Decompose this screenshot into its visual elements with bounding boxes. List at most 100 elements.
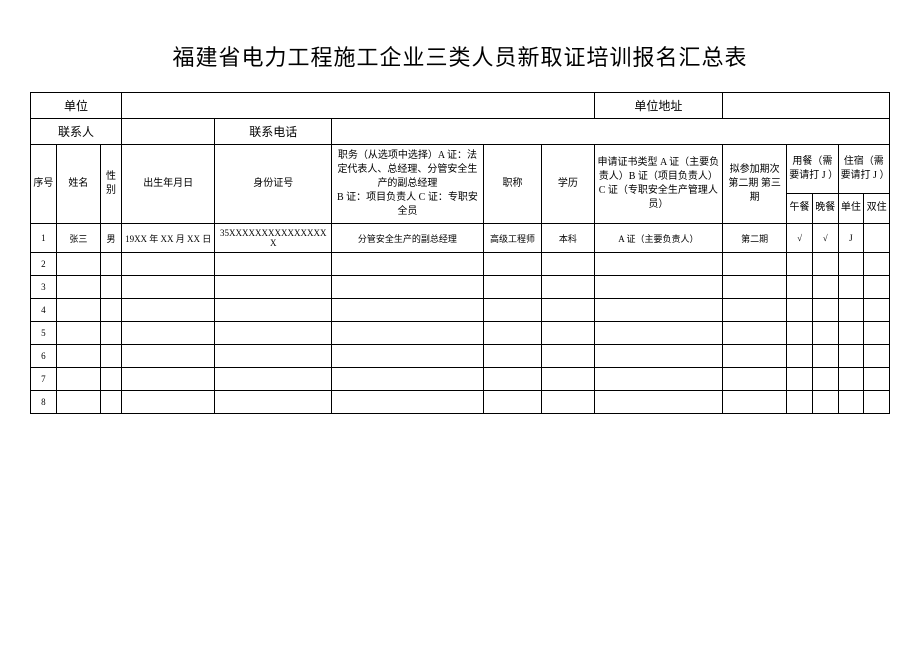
cell-meal_lunch — [787, 345, 813, 368]
cell-idnum — [215, 391, 332, 414]
cell-position: 分管安全生产的副总经理 — [332, 224, 484, 253]
cell-seq: 8 — [31, 391, 57, 414]
cell-jobtitle — [483, 322, 541, 345]
cell-jobtitle — [483, 391, 541, 414]
col-stay-single-header: 单住 — [838, 193, 864, 223]
cell-jobtitle — [483, 276, 541, 299]
cell-position — [332, 299, 484, 322]
cell-position — [332, 368, 484, 391]
cell-meal_dinner — [812, 253, 838, 276]
cell-name — [56, 345, 100, 368]
table-row: 3 — [31, 276, 890, 299]
cell-name — [56, 368, 100, 391]
cell-stay_single — [838, 322, 864, 345]
cell-phase — [723, 345, 787, 368]
col-position-header: 职务（从选项中选择）A 证：法定代表人、总经理、分管安全生产的副总经理 B 证：… — [332, 145, 484, 224]
cell-meal_dinner — [812, 391, 838, 414]
col-meal-dinner-header: 晚餐 — [812, 193, 838, 223]
cell-name — [56, 253, 100, 276]
contact-label: 联系人 — [31, 119, 122, 145]
cell-edu — [542, 345, 595, 368]
cell-meal_dinner — [812, 276, 838, 299]
col-meal-lunch-header: 午餐 — [787, 193, 813, 223]
table-row: 6 — [31, 345, 890, 368]
cell-idnum — [215, 299, 332, 322]
page-title: 福建省电力工程施工企业三类人员新取证培训报名汇总表 — [30, 40, 890, 72]
cell-idnum — [215, 276, 332, 299]
cell-meal_dinner — [812, 368, 838, 391]
cell-seq: 2 — [31, 253, 57, 276]
cell-edu: 本科 — [542, 224, 595, 253]
table-row: 4 — [31, 299, 890, 322]
cell-gender — [101, 368, 122, 391]
cell-phase — [723, 391, 787, 414]
contact-value — [122, 119, 215, 145]
cell-seq: 1 — [31, 224, 57, 253]
cell-phase — [723, 368, 787, 391]
cell-position — [332, 345, 484, 368]
cell-cert — [594, 276, 722, 299]
col-stay-group-header: 住宿（需要请打 J ） — [838, 145, 889, 194]
col-cert-header: 申请证书类型 A 证（主要负责人）B 证（项目负责人）C 证（专职安全生产管理人… — [594, 145, 722, 224]
col-id-header: 身份证号 — [215, 145, 332, 224]
col-edu-header: 学历 — [542, 145, 595, 224]
table-row: 1张三男19XX 年 XX 月 XX 日35XXXXXXXXXXXXXXXX分管… — [31, 224, 890, 253]
cell-position — [332, 253, 484, 276]
cell-gender — [101, 322, 122, 345]
cell-meal_dinner — [812, 322, 838, 345]
cell-meal_lunch — [787, 276, 813, 299]
cell-jobtitle: 高级工程师 — [483, 224, 541, 253]
phone-label: 联系电话 — [215, 119, 332, 145]
unit-address-value — [723, 93, 890, 119]
cell-name — [56, 322, 100, 345]
cell-stay_double — [864, 391, 890, 414]
cell-stay_single — [838, 299, 864, 322]
unit-value — [122, 93, 595, 119]
table-row: 8 — [31, 391, 890, 414]
cell-gender: 男 — [101, 224, 122, 253]
cell-meal_dinner: √ — [812, 224, 838, 253]
registration-table: 单位 单位地址 联系人 联系电话 序号 姓名 性别 出生年月日 身份证号 职务（… — [30, 92, 890, 414]
cell-idnum — [215, 368, 332, 391]
cell-seq: 7 — [31, 368, 57, 391]
col-seq-header: 序号 — [31, 145, 57, 224]
phone-value — [332, 119, 890, 145]
cell-stay_double — [864, 368, 890, 391]
cell-stay_double — [864, 253, 890, 276]
cell-stay_double — [864, 322, 890, 345]
cell-seq: 4 — [31, 299, 57, 322]
cell-edu — [542, 391, 595, 414]
cell-birth — [122, 253, 215, 276]
cell-idnum: 35XXXXXXXXXXXXXXXX — [215, 224, 332, 253]
cell-birth — [122, 322, 215, 345]
cell-meal_lunch: √ — [787, 224, 813, 253]
cell-cert: A 证（主要负责人） — [594, 224, 722, 253]
cell-stay_single: J — [838, 224, 864, 253]
cell-idnum — [215, 345, 332, 368]
col-jobtitle-header: 职称 — [483, 145, 541, 224]
cell-phase: 第二期 — [723, 224, 787, 253]
unit-label: 单位 — [31, 93, 122, 119]
col-meal-group-header: 用餐（需要请打 J ） — [787, 145, 838, 194]
cell-seq: 6 — [31, 345, 57, 368]
cell-cert — [594, 368, 722, 391]
cell-position — [332, 322, 484, 345]
cell-birth — [122, 391, 215, 414]
cell-edu — [542, 322, 595, 345]
cell-jobtitle — [483, 299, 541, 322]
cell-stay_single — [838, 345, 864, 368]
cell-birth — [122, 299, 215, 322]
unit-address-label: 单位地址 — [594, 93, 722, 119]
cell-position — [332, 391, 484, 414]
cell-name — [56, 391, 100, 414]
cell-phase — [723, 322, 787, 345]
cell-birth — [122, 345, 215, 368]
cell-gender — [101, 391, 122, 414]
cell-seq: 3 — [31, 276, 57, 299]
cell-gender — [101, 276, 122, 299]
cell-name: 张三 — [56, 224, 100, 253]
meta-row-unit: 单位 单位地址 — [31, 93, 890, 119]
cell-birth: 19XX 年 XX 月 XX 日 — [122, 224, 215, 253]
cell-seq: 5 — [31, 322, 57, 345]
cell-stay_double — [864, 276, 890, 299]
